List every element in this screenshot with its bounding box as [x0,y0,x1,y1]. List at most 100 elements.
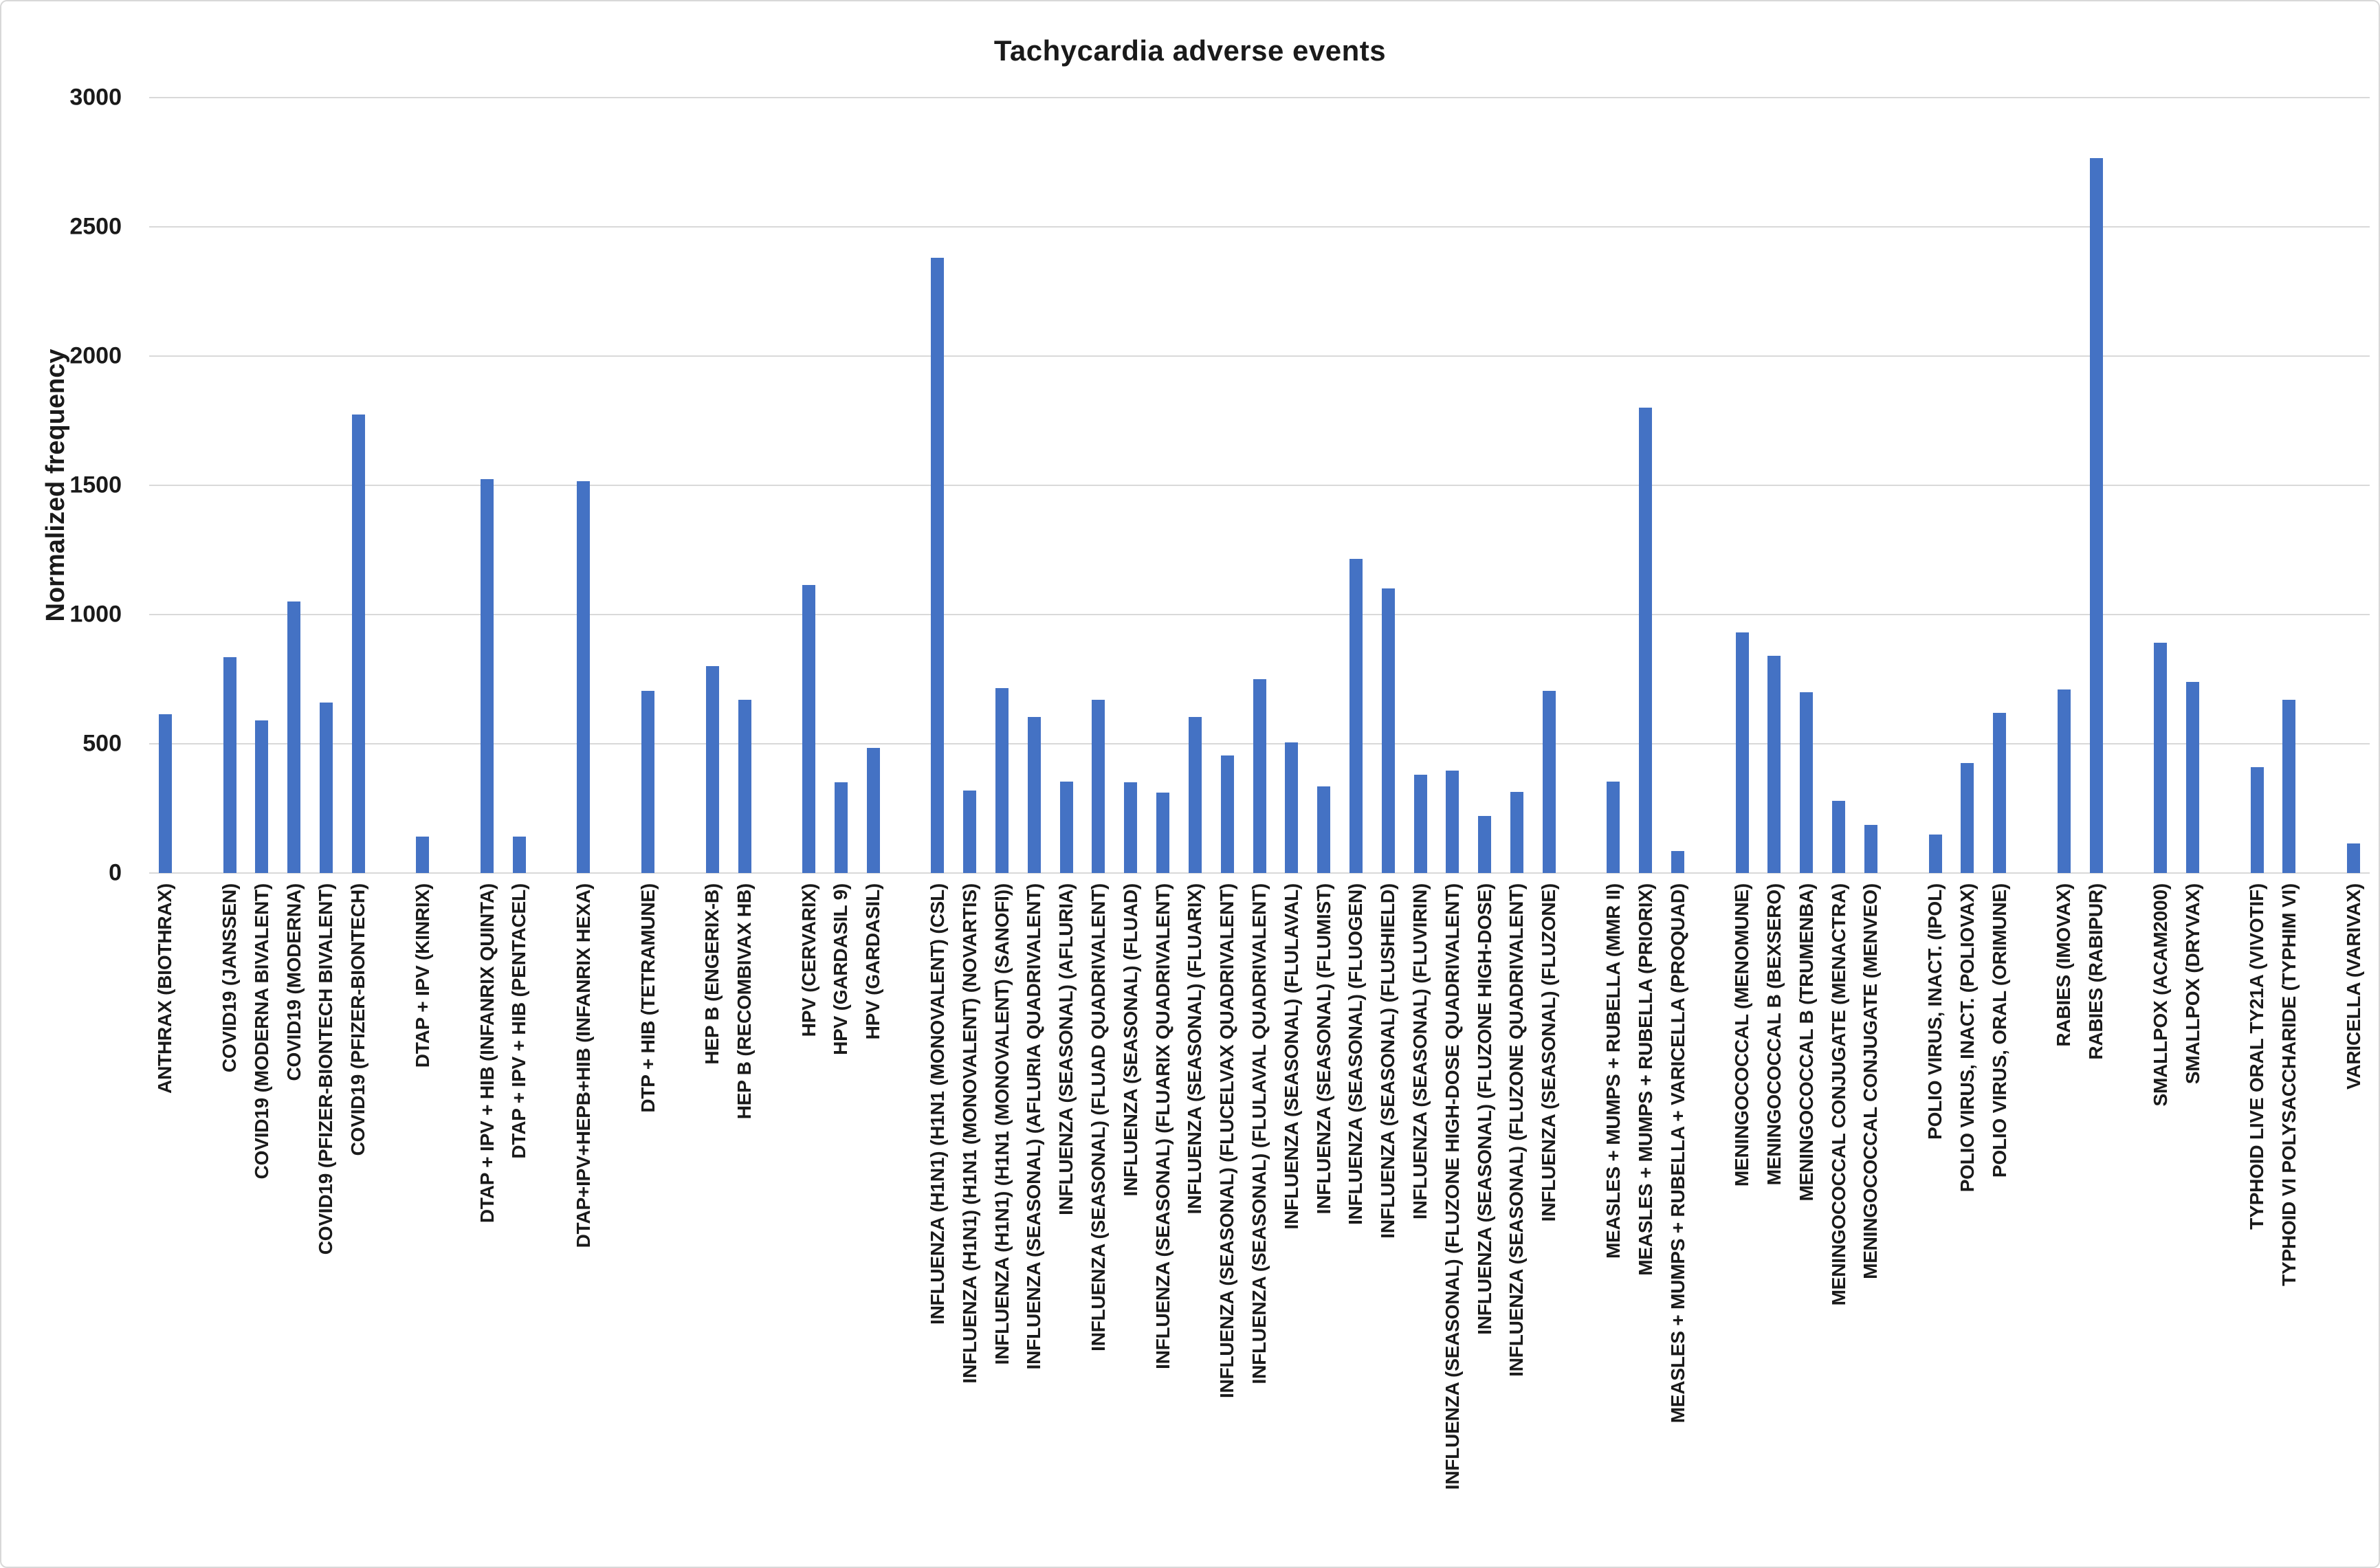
bar-influenza-seasonal-flushield [1381,588,1395,873]
y-gridline-3000 [149,97,2370,98]
x-tick-label: DTAP + IPV (KINRIX) [411,883,433,1068]
bar-hep-b-recombivax-hb [738,700,751,873]
x-tick-label: COVID19 (PFIZER-BIONTECH BIVALENT) [315,883,337,1255]
y-tick-label-0: 0 [109,859,122,886]
bar-varicella-varivax [2347,843,2361,873]
bar-influenza-seasonal-flumist [1317,786,1331,873]
x-tick-label: INFLUENZA (SEASONAL) (AFLURIA QUADRIVALE… [1023,883,1045,1370]
chart-title: Tachycardia adverse events [993,34,1387,67]
bar-covid19-janssen [223,657,236,873]
x-tick-label: INFLUENZA (H1N1) (H1N1 (MONOVALENT) (SAN… [991,883,1013,1365]
x-tick-label: ANTHRAX (BIOTHRAX) [154,883,176,1094]
bar-dtap-ipv-hib-pentacel [512,837,526,873]
x-tick-label: DTAP + IPV + HIB (PENTACEL) [508,883,530,1159]
bar-meningococcal-b-bexsero [1767,656,1781,873]
x-tick-label: INFLUENZA (SEASONAL) (FLUZONE HIGH-DOSE … [1441,883,1463,1490]
plot-area: 0 500 1000 1500 2000 2500 3000 ANTHRAX (BIOTHRA… [69,85,2370,1490]
bar-meningococcal-conjugate-menactra [1832,800,1846,873]
x-tick-label: HPV (GARDASIL 9) [830,883,852,1055]
bar-hpv-gardasil [866,747,880,873]
bar-influenza-seasonal-fluzone-quadrivalent [1510,791,1523,873]
bar-influenza-seasonal-afluria [1059,781,1073,873]
bar-influenza-seasonal-fluvirin [1413,775,1427,873]
bar-influenza-seasonal-fluzone [1542,690,1556,873]
x-tick-label: INFLUENZA (SEASONAL) (FLUVIRIN) [1409,883,1431,1219]
x-tick-label: HEP B (ENGERIX-B) [701,883,723,1065]
x-tick-label: MENINGOCOCCAL (MENOMUNE) [1731,883,1753,1187]
x-tick-label: DTAP + IPV + HIB (INFANRIX QUINTA) [476,883,498,1224]
x-tick-label: MEASLES + MUMPS + RUBELLA (PRIORIX) [1634,883,1656,1276]
x-tick-label: MENINGOCOCCAL B (TRUMENBA) [1795,883,1817,1202]
bar-influenza-seasonal-fluzone-high-dose-quadrivalent [1446,771,1459,873]
bar-meningococcal-conjugate-menveo [1864,825,1877,873]
bar-influenza-h1n1-h1n1-monovalent-sanofi [995,688,1009,873]
bar-dtap-ipv-hib-infanrix-quinta [481,478,494,873]
x-tick-label: VARICELLA (VARIVAX) [2342,883,2364,1090]
bar-hpv-gardasil-9 [834,782,848,873]
y-tick-label-3000: 3000 [69,84,122,111]
bar-influenza-seasonal-flucelvax-quadrivalent [1220,755,1234,873]
bar-influenza-seasonal-fluad [1124,782,1138,873]
x-tick-label: INFLUENZA (H1N1) (H1N1 (MONOVALENT) (CSL… [926,883,948,1325]
y-axis-title: Normalized frequency [41,349,70,622]
x-tick-label: MENINGOCOCCAL CONJUGATE (MENVEO) [1860,883,1882,1279]
bar-polio-virus-inact-poliovax [1961,763,1974,873]
x-tick-label: DTAP+IPV+HEPB+HIB (INFANRIX HEXA) [572,883,594,1248]
x-tick-label: INFLUENZA (SEASONAL) (FLUARIX) [1184,883,1206,1215]
y-gridline-2500 [149,226,2370,228]
x-tick-label: RABIES (RABIPUR) [2085,883,2107,1060]
x-tick-label: DTP + HIB (TETRAMUNE) [637,883,659,1113]
bar-influenza-seasonal-flulaval-quadrivalent [1253,679,1266,873]
x-tick-label: INFLUENZA (SEASONAL) (AFLURIA) [1055,883,1077,1215]
y-gridline-2000 [149,355,2370,357]
x-tick-label: SMALLPOX (DRYVAX) [2181,883,2203,1085]
x-tick-label: INFLUENZA (SEASONAL) (FLUMIST) [1312,883,1334,1215]
x-tick-label: INFLUENZA (SEASONAL) (FLUOGEN) [1345,883,1367,1225]
y-tick-label-1000: 1000 [69,601,122,628]
bar-covid19-pfizer-biontech [351,414,365,873]
x-tick-label: INFLUENZA (SEASONAL) (FLUARIX QUADRIVALE… [1152,883,1174,1369]
x-tick-label: HPV (GARDASIL) [862,883,884,1040]
y-tick-label-2500: 2500 [69,213,122,240]
x-tick-label: INFLUENZA (SEASONAL) (FLULAVAL) [1280,883,1302,1230]
bar-covid19-moderna-bivalent [255,720,269,873]
bar-influenza-seasonal-fluzone-high-dose [1478,816,1492,873]
bar-typhoid-vi-polysaccharide-typhim-vi [2282,700,2296,873]
bar-meningococcal-b-trumenba [1800,692,1814,873]
y-tick-label-1500: 1500 [69,472,122,498]
bar-meningococcal-menomune [1735,632,1749,873]
x-tick-label: COVID19 (MODERNA) [283,883,305,1081]
x-tick-label: COVID19 (JANSSEN) [219,883,241,1073]
x-tick-label: INFLUENZA (SEASONAL) (FLUSHIELD) [1377,883,1399,1239]
bar-smallpox-dryvax [2186,681,2200,873]
bar-anthrax-biothrax [158,714,172,873]
bar-dtap-ipv-kinrix [416,837,430,873]
y-gridline-0 [149,872,2370,874]
bar-polio-virus-oral-orimune [1993,712,2007,873]
x-tick-label: TYPHOID VI POLYSACCHARIDE (TYPHIM VI) [2278,883,2300,1286]
x-tick-label: RABIES (IMOVAX) [2053,883,2075,1047]
bar-influenza-seasonal-fluarix-quadrivalent [1156,793,1170,873]
y-tick-label-500: 500 [82,730,122,757]
bar-measles-mumps-rubella-priorix [1639,408,1653,873]
y-tick-label-2000: 2000 [69,342,122,369]
x-tick-label: POLIO VIRUS, ORAL (ORIMUNE) [1988,883,2010,1178]
x-tick-label: MENINGOCOCCAL B (BEXSERO) [1763,883,1785,1186]
bar-measles-mumps-rubella-varicella-proquad [1671,851,1685,873]
x-tick-label: TYPHOID LIVE ORAL TY21A (VIVOTIF) [2246,883,2268,1230]
bar-influenza-seasonal-fluogen [1349,559,1363,873]
bar-measles-mumps-rubella-mmr-ii [1607,781,1620,873]
x-tick-label: INFLUENZA (SEASONAL) (FLUZONE) [1538,883,1560,1222]
bar-hpv-cervarix [802,584,816,873]
x-tick-label: INFLUENZA (SEASONAL) (FLUCELVAX QUADRIVA… [1216,883,1238,1399]
bar-influenza-seasonal-fluad-quadrivalent [1092,700,1105,873]
bar-influenza-h1n1-h1n1-monovalent-novartis [963,790,977,873]
bar-hep-b-engerix-b [705,666,719,873]
bar-polio-virus-inact-ipol [1928,834,1942,873]
x-tick-label: HPV (CERVARIX) [797,883,819,1037]
bar-influenza-seasonal-fluarix [1188,716,1202,873]
x-tick-label: INFLUENZA (H1N1) (H1N1 (MONOVALENT) (NOV… [958,883,980,1384]
x-tick-label: COVID19 (MODERNA BIVALENT) [250,883,272,1180]
bar-rabies-imovax [2057,689,2071,873]
